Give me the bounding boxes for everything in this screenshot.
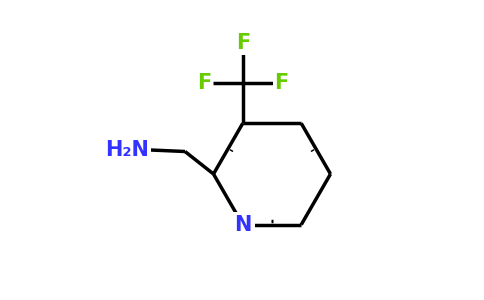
Text: N: N <box>234 215 251 235</box>
Text: H₂N: H₂N <box>105 140 149 160</box>
Text: F: F <box>236 33 250 53</box>
Text: F: F <box>274 73 288 93</box>
Text: F: F <box>197 73 212 93</box>
